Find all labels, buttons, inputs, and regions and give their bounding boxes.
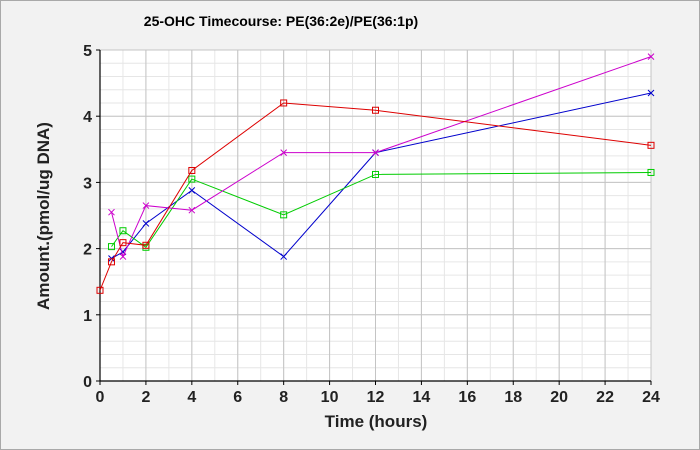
series-3: [108, 53, 655, 260]
data-point-x: [142, 220, 150, 227]
series-group: [96, 53, 655, 294]
data-point-x: [188, 206, 196, 214]
data-point-x: [108, 208, 115, 216]
data-point-x: [119, 253, 127, 260]
series-2: [107, 168, 655, 251]
data-point-x: [280, 149, 288, 156]
x-tick-label: 8: [279, 389, 288, 406]
x-axis-label: Time (hours): [325, 412, 428, 431]
y-tick-label: 1: [83, 308, 92, 325]
data-point-square: [142, 241, 150, 249]
x-tick-label: 6: [233, 389, 242, 406]
data-point-square: [280, 211, 288, 219]
x-tick-label: 4: [187, 389, 196, 406]
y-tick-label: 2: [83, 242, 92, 259]
data-point-square: [188, 175, 196, 183]
x-tick-label: 14: [413, 389, 431, 406]
series-line: [111, 171, 652, 248]
x-tick-label: 16: [458, 389, 476, 406]
data-point-square: [119, 239, 127, 247]
y-tick-label: 3: [83, 175, 92, 192]
y-tick-label: 5: [83, 43, 92, 60]
x-tick-label: 0: [96, 389, 105, 406]
axes: [96, 49, 652, 385]
data-point-square: [647, 141, 655, 149]
data-point-x: [142, 202, 150, 209]
data-point-square: [647, 168, 655, 176]
y-axis-label: Amount.(pmol/ug DNA): [34, 122, 53, 310]
data-point-square: [107, 258, 115, 266]
data-point-x: [372, 149, 379, 156]
x-tick-label: 12: [367, 389, 385, 406]
x-tick-label: 18: [504, 389, 522, 406]
data-point-square: [372, 106, 379, 114]
data-point-x: [647, 89, 655, 97]
x-tick-label: 22: [596, 389, 614, 406]
data-point-square: [96, 286, 104, 294]
x-tick-label: 10: [321, 389, 339, 406]
chart-title: 25-OHC Timecourse: PE(36:2e)/PE(36:1p): [144, 13, 418, 29]
data-point-square: [372, 170, 379, 178]
data-point-square: [280, 99, 288, 107]
x-tick-label: 20: [550, 389, 568, 406]
data-point-square: [188, 166, 196, 174]
data-point-x: [280, 253, 288, 260]
series-4: [96, 99, 655, 294]
data-point-x: [188, 186, 196, 194]
y-tick-label: 0: [83, 374, 92, 391]
x-tick-label: 24: [642, 389, 660, 406]
data-point-x: [647, 53, 655, 60]
x-tick-label: 2: [141, 389, 150, 406]
data-point-square: [119, 227, 127, 235]
data-point-square: [107, 243, 115, 251]
y-tick-label: 4: [83, 109, 92, 126]
